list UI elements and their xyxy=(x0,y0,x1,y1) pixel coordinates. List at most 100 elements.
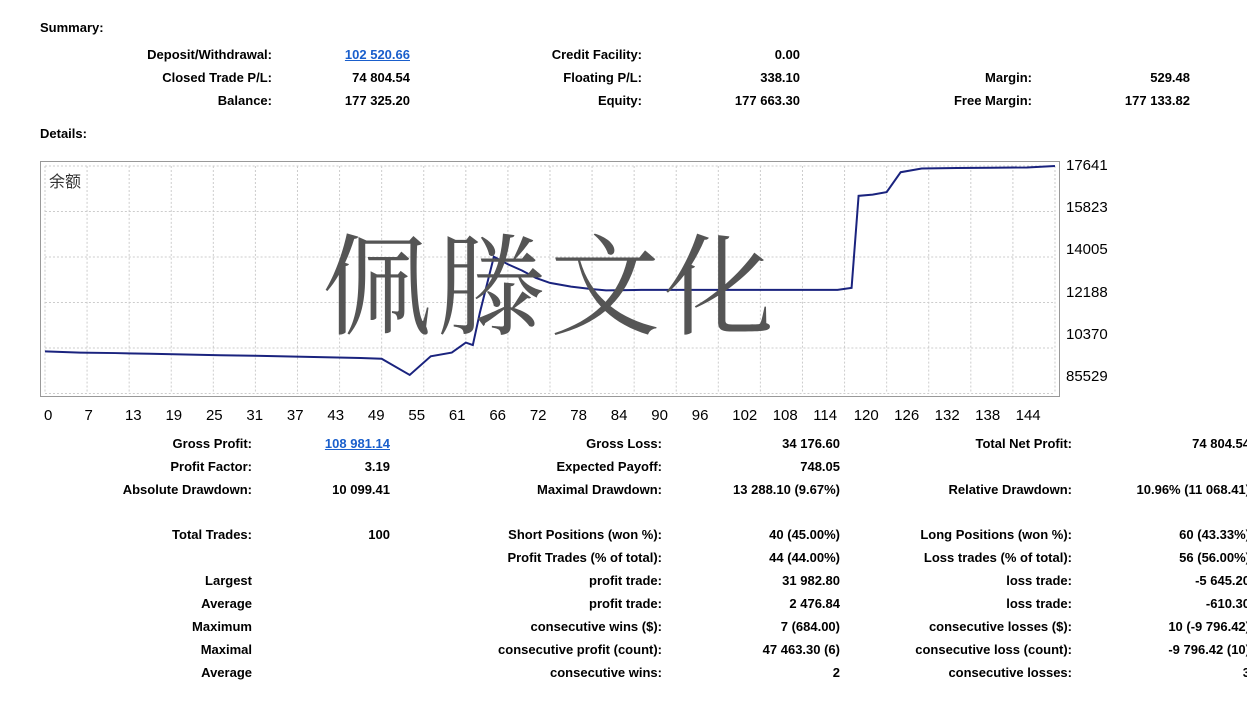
floating-pl-label: Floating P/L: xyxy=(470,70,650,85)
avg-loss-trade-value: -610.30 xyxy=(1080,596,1247,611)
long-positions-value: 60 (43.33%) xyxy=(1080,527,1247,542)
x-tick: 49 xyxy=(368,407,408,424)
summary-title: Summary: xyxy=(40,20,1207,35)
x-tick: 25 xyxy=(206,407,246,424)
total-trades-label: Total Trades: xyxy=(40,527,260,542)
maximal-drawdown-label: Maximal Drawdown: xyxy=(420,482,670,497)
avg-cons-losses-label: consecutive losses: xyxy=(850,665,1080,680)
chart-y-axis: 176411582314005121881037085529 xyxy=(1060,153,1130,389)
expected-payoff-value: 748.05 xyxy=(670,459,840,474)
absolute-drawdown-value: 10 099.41 xyxy=(260,482,390,497)
x-tick: 55 xyxy=(408,407,448,424)
largest-loss-trade-value: -5 645.20 xyxy=(1080,573,1247,588)
y-tick: 14005 xyxy=(1066,241,1130,258)
free-margin-label: Free Margin: xyxy=(860,93,1040,108)
x-tick: 66 xyxy=(489,407,529,424)
details-grid: Gross Profit: 108 981.14 Gross Loss: 34 … xyxy=(40,436,1207,680)
equity-value: 177 663.30 xyxy=(650,93,800,108)
gross-profit-label: Gross Profit: xyxy=(40,436,260,451)
x-tick: 108 xyxy=(773,407,813,424)
max-cons-wins-value: 7 (684.00) xyxy=(670,619,840,634)
x-tick: 43 xyxy=(327,407,367,424)
margin-value: 529.48 xyxy=(1040,70,1190,85)
max-cons-losses-value: 10 (-9 796.42) xyxy=(1080,619,1247,634)
largest-profit-trade-value: 31 982.80 xyxy=(670,573,840,588)
profit-trades-label: Profit Trades (% of total): xyxy=(420,550,670,565)
loss-trades-label: Loss trades (% of total): xyxy=(850,550,1080,565)
largest-label: Largest xyxy=(40,573,260,588)
short-positions-label: Short Positions (won %): xyxy=(420,527,670,542)
largest-profit-trade-label: profit trade: xyxy=(420,573,670,588)
x-tick: 96 xyxy=(692,407,732,424)
maximal-label: Maximal xyxy=(40,642,260,657)
x-tick: 0 xyxy=(44,407,84,424)
x-tick: 138 xyxy=(975,407,1015,424)
max-cons-wins-label: consecutive wins ($): xyxy=(420,619,670,634)
x-tick: 144 xyxy=(1016,407,1056,424)
balance-label: Balance: xyxy=(80,93,280,108)
x-tick: 132 xyxy=(935,407,975,424)
closed-trade-pl-value: 74 804.54 xyxy=(280,70,410,85)
y-tick: 15823 xyxy=(1066,199,1130,216)
avg-loss-trade-label: loss trade: xyxy=(850,596,1080,611)
x-tick: 37 xyxy=(287,407,327,424)
x-tick: 78 xyxy=(570,407,610,424)
free-margin-value: 177 133.82 xyxy=(1040,93,1190,108)
profit-trades-value: 44 (44.00%) xyxy=(670,550,840,565)
x-tick: 120 xyxy=(854,407,894,424)
absolute-drawdown-label: Absolute Drawdown: xyxy=(40,482,260,497)
avg-profit-trade-label: profit trade: xyxy=(420,596,670,611)
chart-container: 余额 佩滕文化 176411582314005121881037085529 xyxy=(40,153,1207,405)
summary-grid: Deposit/Withdrawal: 102 520.66 Credit Fa… xyxy=(80,47,1207,108)
balance-value: 177 325.20 xyxy=(280,93,410,108)
margin-label: Margin: xyxy=(860,70,1040,85)
profit-factor-label: Profit Factor: xyxy=(40,459,260,474)
closed-trade-pl-label: Closed Trade P/L: xyxy=(80,70,280,85)
largest-loss-trade-label: loss trade: xyxy=(850,573,1080,588)
y-tick: 10370 xyxy=(1066,326,1130,343)
y-tick: 17641 xyxy=(1066,157,1130,174)
deposit-withdrawal-value[interactable]: 102 520.66 xyxy=(280,47,410,62)
chart-title: 余额 xyxy=(49,168,81,192)
chart-svg xyxy=(41,162,1059,398)
expected-payoff-label: Expected Payoff: xyxy=(420,459,670,474)
chart-x-axis: 0713192531374349556166727884909610210811… xyxy=(40,405,1060,424)
gross-loss-value: 34 176.60 xyxy=(670,436,840,451)
credit-facility-label: Credit Facility: xyxy=(470,47,650,62)
avg-cons-wins-label: consecutive wins: xyxy=(420,665,670,680)
balance-chart: 余额 佩滕文化 xyxy=(40,161,1060,397)
avg-cons-losses-value: 3 xyxy=(1080,665,1247,680)
x-tick: 90 xyxy=(651,407,691,424)
maximal-cons-profit-label: consecutive profit (count): xyxy=(420,642,670,657)
loss-trades-value: 56 (56.00%) xyxy=(1080,550,1247,565)
short-positions-value: 40 (45.00%) xyxy=(670,527,840,542)
maximal-drawdown-value: 13 288.10 (9.67%) xyxy=(670,482,840,497)
y-tick: 12188 xyxy=(1066,284,1130,301)
credit-facility-value: 0.00 xyxy=(650,47,800,62)
maximal-cons-loss-value: -9 796.42 (10) xyxy=(1080,642,1247,657)
equity-label: Equity: xyxy=(470,93,650,108)
details-title: Details: xyxy=(40,126,1207,141)
x-tick: 13 xyxy=(125,407,165,424)
relative-drawdown-label: Relative Drawdown: xyxy=(850,482,1080,497)
relative-drawdown-value: 10.96% (11 068.41) xyxy=(1080,482,1247,497)
gross-loss-label: Gross Loss: xyxy=(420,436,670,451)
maximal-cons-profit-value: 47 463.30 (6) xyxy=(670,642,840,657)
max-cons-losses-label: consecutive losses ($): xyxy=(850,619,1080,634)
x-tick: 126 xyxy=(894,407,934,424)
total-net-profit-label: Total Net Profit: xyxy=(850,436,1080,451)
x-tick: 72 xyxy=(530,407,570,424)
x-tick: 102 xyxy=(732,407,772,424)
gross-profit-value[interactable]: 108 981.14 xyxy=(260,436,390,451)
maximum-label: Maximum xyxy=(40,619,260,634)
total-net-profit-value: 74 804.54 xyxy=(1080,436,1247,451)
profit-factor-value: 3.19 xyxy=(260,459,390,474)
avg-profit-trade-value: 2 476.84 xyxy=(670,596,840,611)
x-tick: 31 xyxy=(246,407,286,424)
total-trades-value: 100 xyxy=(260,527,390,542)
x-tick: 7 xyxy=(84,407,124,424)
x-tick: 61 xyxy=(449,407,489,424)
x-tick: 19 xyxy=(165,407,205,424)
long-positions-label: Long Positions (won %): xyxy=(850,527,1080,542)
x-tick: 114 xyxy=(813,407,853,424)
